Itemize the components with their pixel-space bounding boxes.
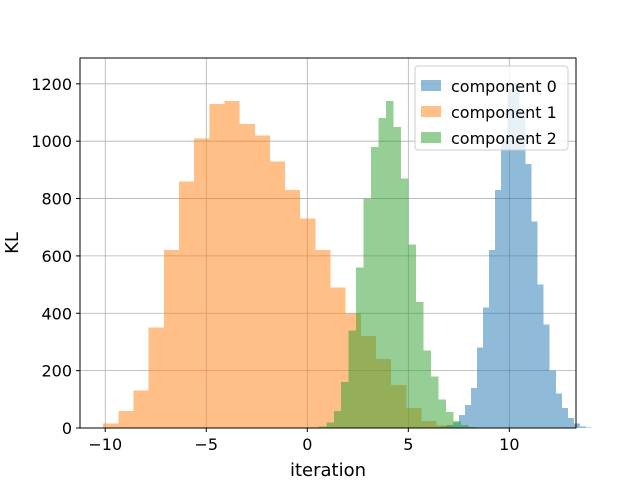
legend-swatch xyxy=(421,80,441,91)
y-axis-label: KL xyxy=(2,232,23,254)
histogram-bar-series-0 xyxy=(549,370,556,428)
histogram-bar-series-1 xyxy=(133,390,149,428)
histogram-bar-series-2 xyxy=(333,410,342,428)
histogram-bar-series-0 xyxy=(507,89,514,428)
histogram-bar-series-0 xyxy=(477,347,484,428)
histogram-bar-series-2 xyxy=(363,198,372,428)
histogram-bar-series-2 xyxy=(371,146,379,428)
histogram-bar-series-1 xyxy=(254,135,270,428)
histogram-bar-series-1 xyxy=(148,327,164,428)
histogram-bar-series-1 xyxy=(103,423,119,428)
legend-entry-label: component 1 xyxy=(451,103,557,122)
histogram-bar-series-2 xyxy=(393,126,402,428)
histogram-bar-series-0 xyxy=(501,141,508,429)
histogram-bar-series-1 xyxy=(178,181,195,428)
histogram-bar-series-2 xyxy=(348,330,357,428)
histogram-bar-series-0 xyxy=(573,423,581,428)
histogram-bar-series-0 xyxy=(555,393,562,428)
y-tick-label: 800 xyxy=(41,190,72,209)
histogram-bar-series-2 xyxy=(453,420,461,428)
x-axis-ticks: −10 −5 0 5 10 xyxy=(88,428,520,454)
histogram-bar-series-2 xyxy=(378,118,387,429)
histogram-bar-series-1 xyxy=(194,138,210,429)
histogram-bar-series-2 xyxy=(445,412,454,428)
histogram-bar-series-1 xyxy=(315,250,331,428)
histogram-bar-series-2 xyxy=(341,382,349,428)
y-tick-label: 1000 xyxy=(31,132,72,151)
histogram-bar-series-1 xyxy=(300,218,316,428)
y-tick-label: 1200 xyxy=(31,75,72,94)
plot-frame xyxy=(79,57,577,429)
histogram-bar-series-0 xyxy=(531,221,538,428)
histogram-bar-series-1 xyxy=(239,123,255,428)
x-axis-label: iteration xyxy=(290,460,366,480)
legend: component 0 component 1 component 2 xyxy=(414,65,569,151)
y-tick-label: 600 xyxy=(41,247,72,266)
x-tick-label: 0 xyxy=(302,435,312,454)
histogram-bar-series-2 xyxy=(326,422,334,428)
histogram-bars xyxy=(103,83,593,429)
histogram-bar-series-0 xyxy=(483,307,490,428)
histogram-bar-series-0 xyxy=(561,407,568,428)
histogram-bar-series-0 xyxy=(519,112,526,428)
histogram-bar-series-1 xyxy=(269,161,286,429)
histogram-bar-series-2 xyxy=(460,425,469,428)
histogram-bar-series-2 xyxy=(423,350,431,428)
histogram-bar-series-2 xyxy=(415,301,424,428)
histogram-bar-series-0 xyxy=(537,284,544,428)
x-tick-label: −5 xyxy=(194,435,218,454)
histogram-bar-series-2 xyxy=(356,267,364,428)
histogram-bar-series-0 xyxy=(489,250,496,428)
histogram-bar-series-0 xyxy=(464,405,471,428)
legend-box xyxy=(414,65,569,151)
histogram-bar-series-0 xyxy=(567,417,574,428)
y-tick-label: 0 xyxy=(62,419,72,438)
histogram-bar-series-1 xyxy=(118,410,134,428)
histogram-bar-series-2 xyxy=(468,426,476,428)
histogram-bar-series-0 xyxy=(495,189,502,428)
histogram-bar-series-2 xyxy=(438,399,446,428)
y-tick-label: 400 xyxy=(41,304,72,323)
legend-swatch xyxy=(421,106,441,117)
histogram-bar-series-1 xyxy=(163,250,179,428)
legend-entry-label: component 2 xyxy=(451,129,557,148)
histogram-bar-series-0 xyxy=(458,415,465,428)
histogram-bar-series-0 xyxy=(543,324,550,428)
x-tick-label: 5 xyxy=(403,435,413,454)
legend-swatch xyxy=(421,132,441,143)
x-tick-label: −10 xyxy=(88,435,122,454)
histogram-bar-series-0 xyxy=(525,164,532,428)
histogram-bar-series-0 xyxy=(470,387,478,428)
histogram-bar-series-0 xyxy=(586,427,593,428)
histogram-bar-series-1 xyxy=(209,103,225,428)
y-tick-label: 200 xyxy=(41,362,72,381)
histogram-bar-series-2 xyxy=(318,426,327,428)
histogram-bar-series-2 xyxy=(401,178,409,428)
histogram-bar-series-2 xyxy=(408,244,416,428)
x-tick-label: 10 xyxy=(499,435,519,454)
histogram-bar-series-1 xyxy=(285,189,301,428)
histogram-bar-series-2 xyxy=(386,101,394,428)
legend-entry-label: component 0 xyxy=(451,77,557,96)
y-axis-ticks: 0 200 400 600 800 1000 1200 xyxy=(31,75,80,438)
histogram-bar-series-0 xyxy=(513,83,520,428)
histogram-bar-series-2 xyxy=(430,376,439,428)
histogram-bar-series-0 xyxy=(580,426,587,428)
histogram-bar-series-1 xyxy=(224,101,240,428)
